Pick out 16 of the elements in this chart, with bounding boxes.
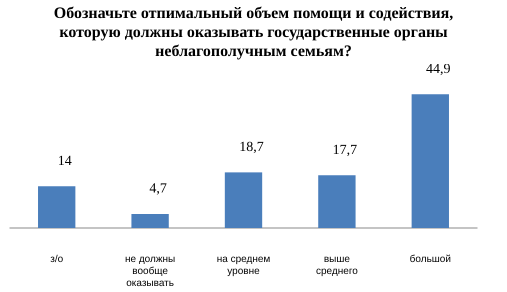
bar: [131, 214, 169, 228]
data-label: 44,9: [426, 62, 451, 77]
x-tick-label: выше среднего: [316, 254, 358, 277]
x-tick-label: з/о: [50, 254, 64, 265]
data-label: 14: [58, 154, 72, 169]
data-label: 17,7: [332, 142, 358, 158]
bar: [412, 94, 449, 228]
x-tick-label: большой: [410, 254, 451, 265]
x-tick-label: на среднем уровне: [216, 254, 270, 277]
chart-title: Обозначьте отпимальный объем помощи и содействия, которую должны оказывать государственные органы неблагополучным семьям?: [52, 4, 454, 61]
data-label: 18,7: [239, 140, 264, 155]
bar: [224, 172, 262, 228]
bar: [38, 186, 76, 228]
data-label: 4,7: [149, 182, 167, 197]
x-tick-label: не должны вообще оказывать: [124, 254, 176, 289]
bar: [318, 175, 356, 228]
